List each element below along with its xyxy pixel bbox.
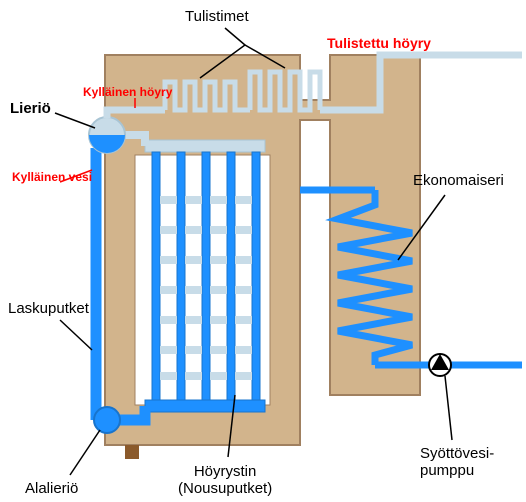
support-block [125,445,139,459]
label-alalierio: Alalieriö [25,480,78,497]
label-ekonomaiseri: Ekonomaiseri [413,172,504,189]
label-kyllainen-vesi: Kylläinen vesi [12,170,92,184]
boiler-diagram [0,0,526,502]
label-hoyrystin: Höyrystin (Nousuputket) [178,463,272,497]
label-kyllainen-hoyry: Kylläinen höyry [83,85,172,99]
label-syottovesipumppu: Syöttövesi- pumppu [420,445,494,479]
label-lierio: Lieriö [10,100,51,117]
riser-header-bottom [145,400,265,412]
label-tulistimet: Tulistimet [185,8,249,25]
label-laskuputket: Laskuputket [8,300,89,317]
label-tulistettu-hoyry: Tulistettu höyry [327,35,431,51]
lower-drum [94,407,120,433]
riser-header-top [145,140,265,152]
